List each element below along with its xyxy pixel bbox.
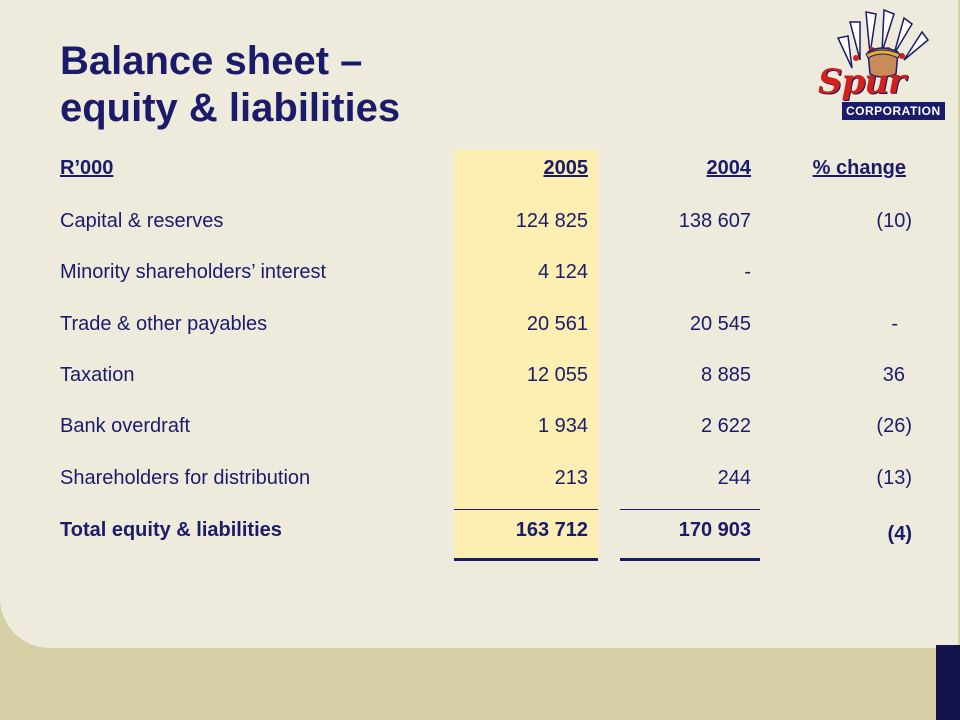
row-change: - xyxy=(891,313,898,335)
row-value-2005: 124 825 xyxy=(515,210,588,232)
row-label: Capital & reserves xyxy=(60,210,224,232)
row-label: Minority shareholders’ interest xyxy=(60,261,327,283)
row-value-2005: 4 124 xyxy=(537,261,588,283)
total-rule-2005 xyxy=(454,558,598,561)
row-label: Bank overdraft xyxy=(60,415,191,437)
table-row: Capital & reserves 124 825 138 607 (10) xyxy=(0,206,960,236)
row-value-2004: 8 885 xyxy=(700,364,751,386)
total-change: (4) xyxy=(887,523,912,545)
row-value-2004: 2 622 xyxy=(700,415,751,437)
subtotal-rule-2005 xyxy=(454,509,598,510)
row-value-2005: 12 055 xyxy=(526,364,588,386)
row-value-2005: 20 561 xyxy=(526,313,588,335)
slide-title-line-2: equity & liabilities xyxy=(60,86,401,130)
row-value-2004: 138 607 xyxy=(678,210,751,232)
header-2004: 2004 xyxy=(706,157,752,179)
row-value-2004: 244 xyxy=(717,467,751,489)
subtotal-rule-2004 xyxy=(620,509,760,510)
row-label: Shareholders for distribution xyxy=(60,467,311,489)
row-label: Trade & other payables xyxy=(60,313,268,335)
slide-title-line-1: Balance sheet – xyxy=(60,39,363,83)
total-value-2005: 163 712 xyxy=(515,519,588,541)
spur-corporation-logo: Spur CORPORATION xyxy=(812,8,948,126)
row-change: (13) xyxy=(876,467,912,489)
total-label: Total equity & liabilities xyxy=(60,519,282,541)
table-row: Bank overdraft 1 934 2 622 (26) xyxy=(0,411,960,441)
corner-accent-bar xyxy=(936,645,960,720)
table-row: Shareholders for distribution 213 244 (1… xyxy=(0,463,960,493)
logo-wordmark: Spur xyxy=(818,62,906,102)
table-header-row: R’000 2005 2004 % change xyxy=(0,153,960,183)
total-rule-2004 xyxy=(620,558,760,561)
total-value-2004: 170 903 xyxy=(678,519,751,541)
logo-corporation-label: CORPORATION xyxy=(842,102,945,120)
highlight-column-2005 xyxy=(454,150,598,560)
table-row: Trade & other payables 20 561 20 545 - xyxy=(0,309,960,339)
row-change: (10) xyxy=(876,210,912,232)
header-2005: 2005 xyxy=(543,157,589,179)
table-row: Taxation 12 055 8 885 36 xyxy=(0,360,960,390)
row-value-2005: 1 934 xyxy=(537,415,588,437)
table-row: Minority shareholders’ interest 4 124 - xyxy=(0,257,960,287)
row-value-2004: 20 545 xyxy=(689,313,751,335)
row-change: 36 xyxy=(882,364,905,386)
row-label: Taxation xyxy=(60,364,135,386)
header-change: % change xyxy=(812,157,906,179)
chief-headdress-icon xyxy=(836,8,930,78)
row-change: (26) xyxy=(876,415,912,437)
table-total-row: Total equity & liabilities 163 712 170 9… xyxy=(0,515,960,545)
header-units: R’000 xyxy=(60,157,114,179)
slide-title: Balance sheet – equity & liabilities xyxy=(60,38,400,132)
row-value-2005: 213 xyxy=(554,467,588,489)
row-value-2004: - xyxy=(744,261,751,283)
